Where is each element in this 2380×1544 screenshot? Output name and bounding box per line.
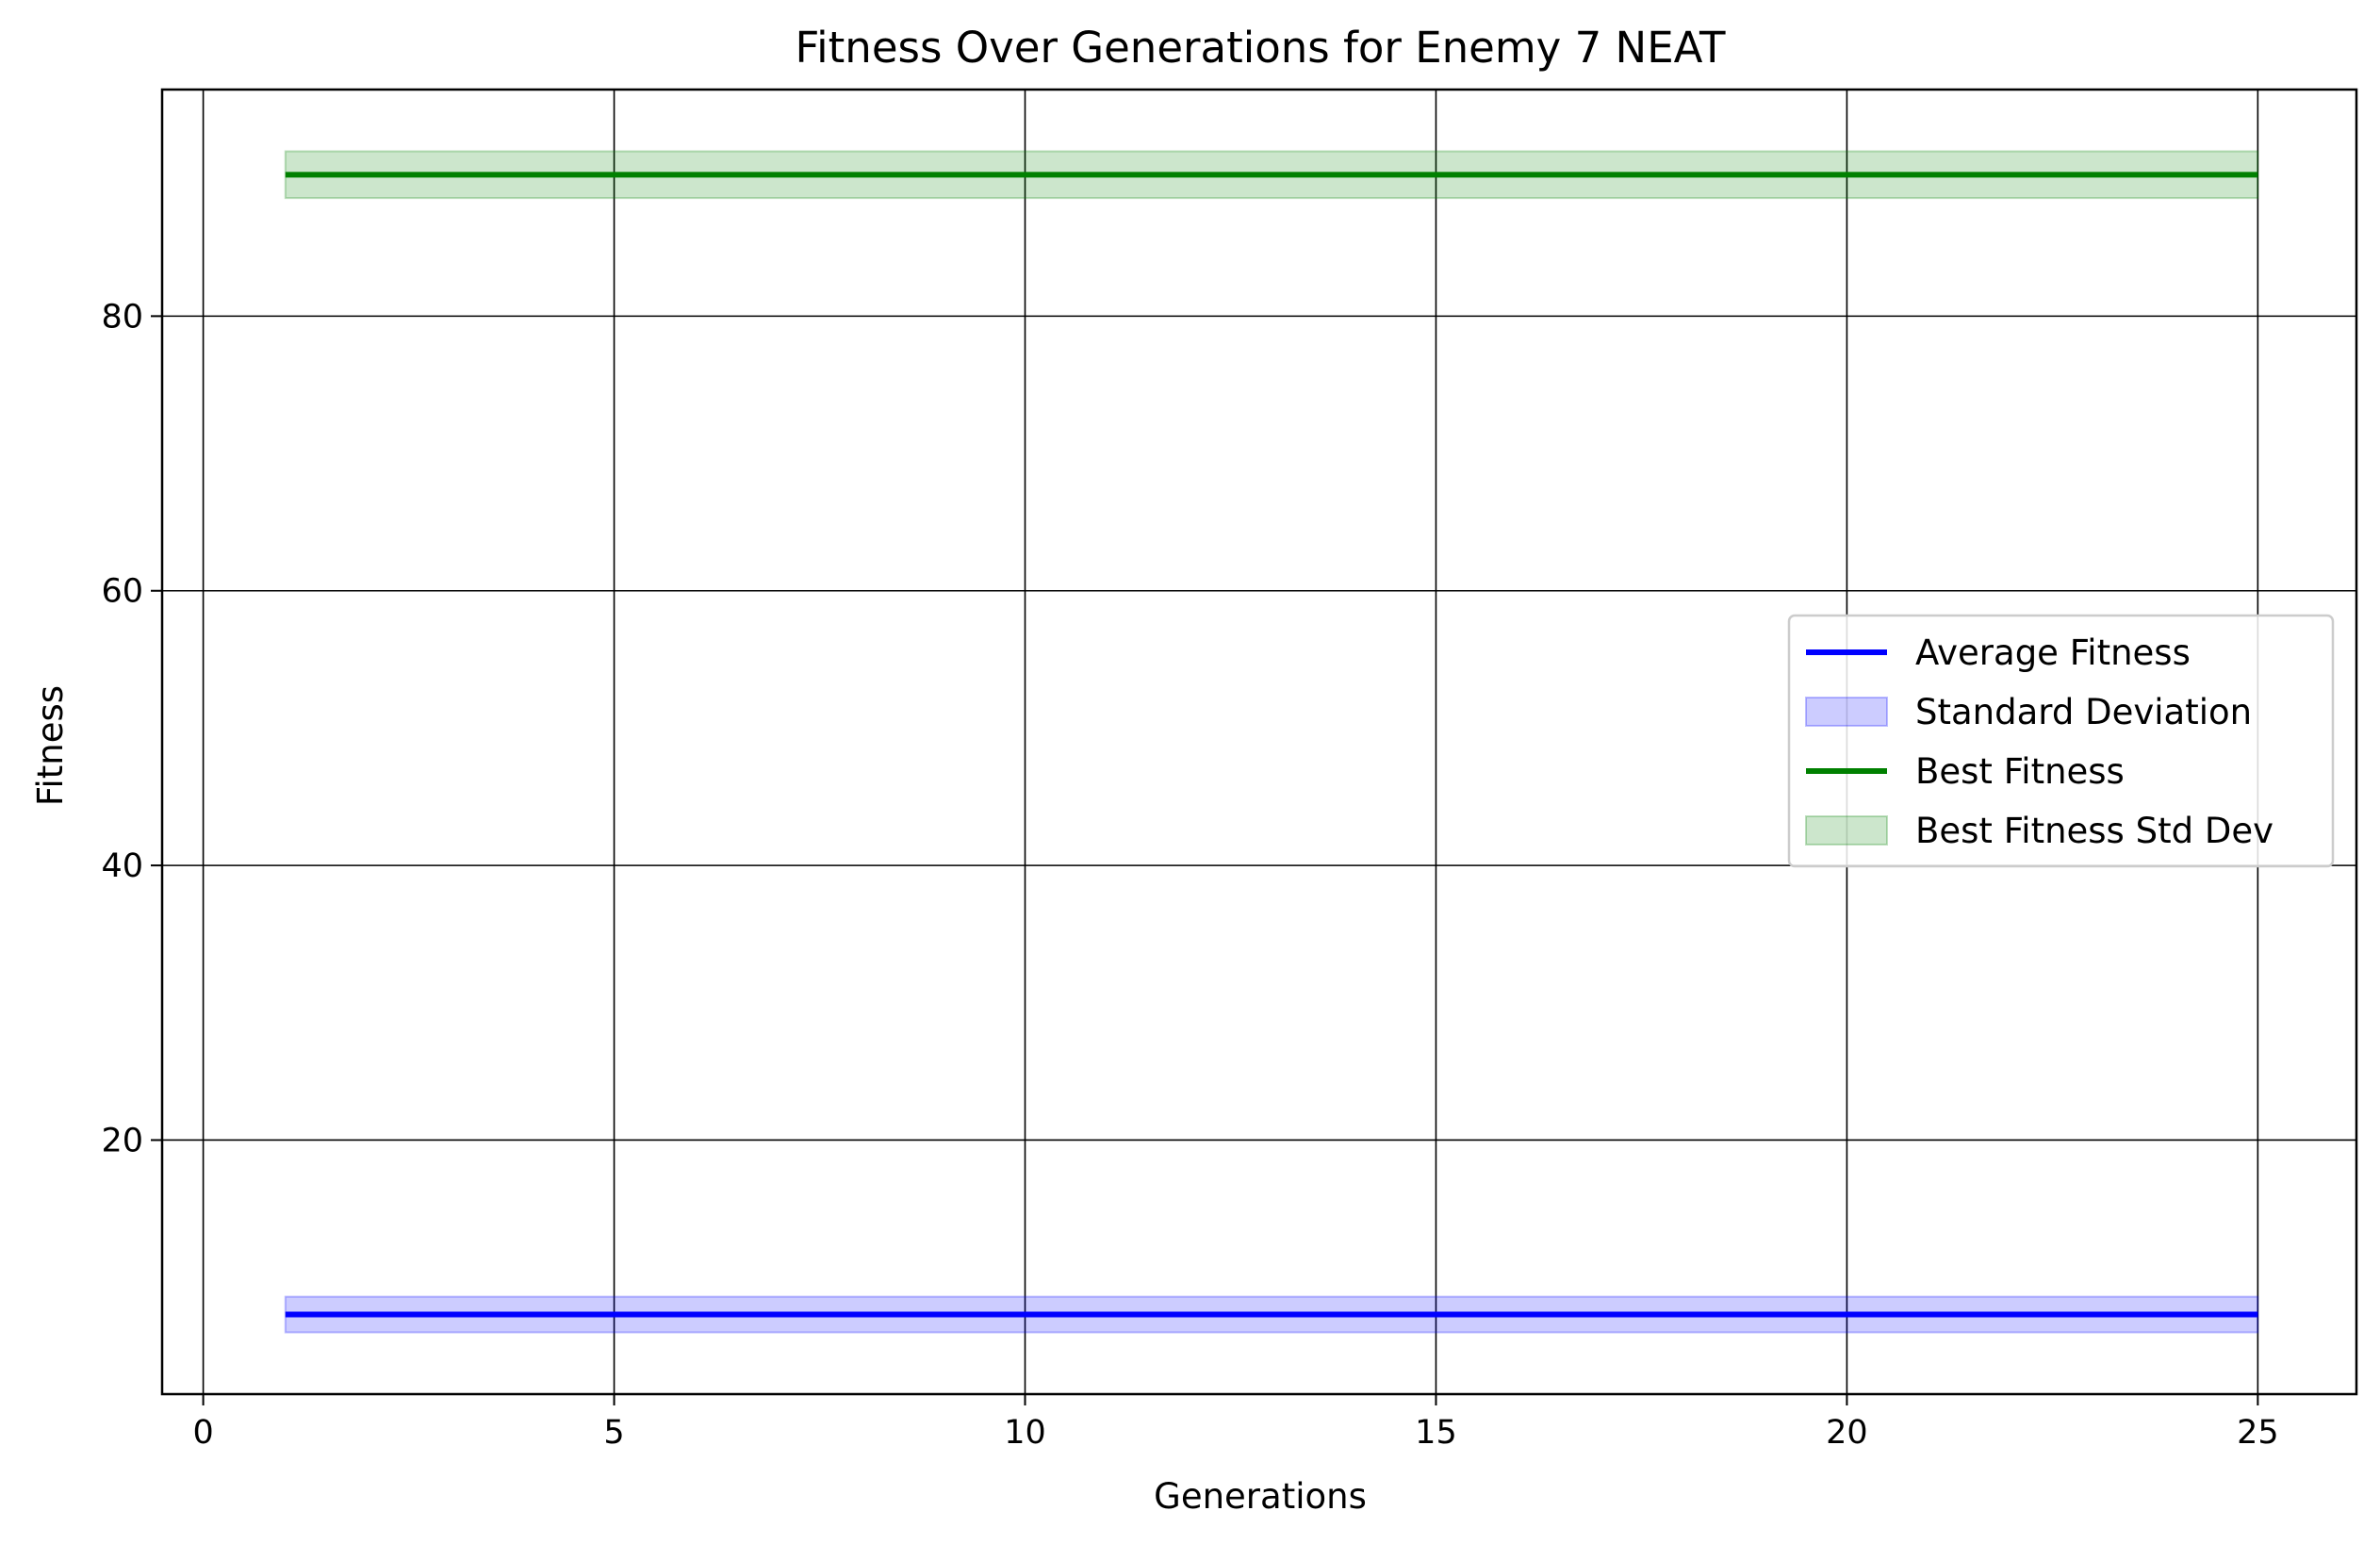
legend-label-standard-deviation: Standard Deviation [1915,692,2252,732]
chart-title: Fitness Over Generations for Enemy 7 NEA… [796,23,1726,73]
line-layer [285,172,2258,1318]
x-tick-label: 10 [1004,1414,1046,1452]
legend-label-best-fitness: Best Fitness [1915,751,2125,792]
x-tick-label: 15 [1415,1414,1457,1452]
legend-frame [1787,614,2335,868]
y-tick-label: 80 [101,298,143,336]
y-tick-label: 60 [101,573,143,611]
x-tick-label: 5 [603,1414,624,1452]
y-tick-label: 40 [101,847,143,885]
plot-frame [160,88,2358,1396]
tick-layer: 0 5 10 15 20 25 20 40 60 80 [101,298,2278,1452]
legend-label-best-fitness-std-dev: Best Fitness Std Dev [1915,811,2273,851]
y-axis-label: Fitness [30,685,71,806]
x-tick-label: 25 [2237,1414,2279,1452]
legend-swatch-best-fitness-std-dev [1805,815,1888,846]
legend-swatch-standard-deviation [1805,697,1888,727]
x-axis-label: Generations [1154,1476,1367,1517]
x-tick-label: 20 [1826,1414,1868,1452]
legend: Average Fitness Standard Deviation Best Fi… [1787,614,2335,868]
x-tick-label: 0 [192,1414,213,1452]
y-tick-label: 20 [101,1122,143,1159]
legend-label-average-fitness: Average Fitness [1915,632,2191,673]
